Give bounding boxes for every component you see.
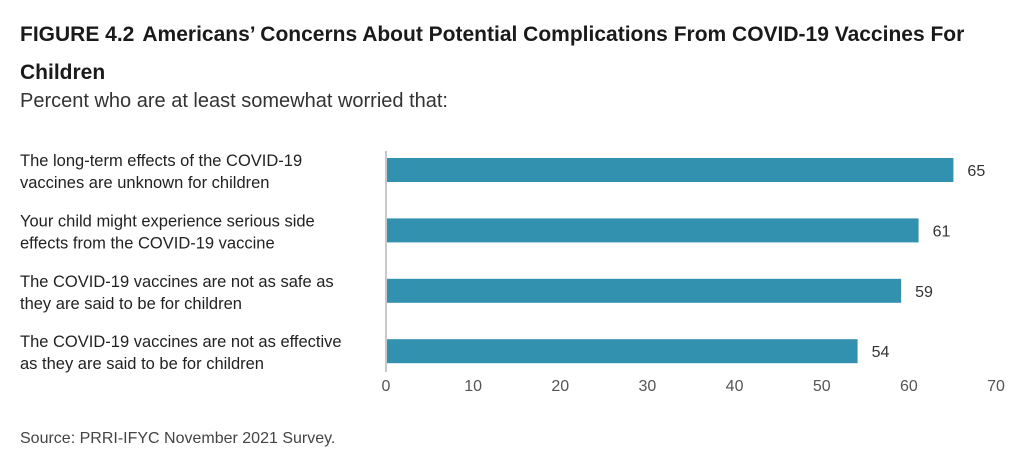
chart-title: FIGURE 4.2 Americans’ Concerns About Pote… [20, 16, 1020, 92]
x-tick-label-40: 40 [726, 378, 744, 395]
x-tick-label-20: 20 [551, 378, 569, 395]
source-note: Source: PRRI-IFYC November 2021 Survey. [20, 430, 336, 447]
bar-2 [387, 218, 919, 243]
value-label-2: 61 [933, 223, 951, 240]
category-label-1-line-2: vaccines are unknown for children [20, 174, 269, 192]
category-label-2-line-2: effects from the COVID-19 vaccine [20, 234, 275, 252]
chart-subtitle: Percent who are at least somewhat worrie… [20, 90, 448, 112]
value-label-4: 54 [872, 344, 890, 361]
bar-4 [387, 339, 858, 364]
x-tick-label-60: 60 [900, 378, 918, 395]
category-label-4-line-2: as they are said to be for children [20, 355, 264, 373]
title-text: Americans’ Concerns About Potential Comp… [20, 23, 965, 84]
value-label-3: 59 [915, 284, 933, 301]
x-tick-label-0: 0 [382, 378, 391, 395]
x-tick-label-50: 50 [813, 378, 831, 395]
figure-label: FIGURE 4.2 [20, 23, 135, 46]
category-label-1-line-1: The long-term effects of the COVID-19 [20, 152, 302, 170]
category-label-4-line-1: The COVID-19 vaccines are not as effecti… [20, 333, 342, 351]
x-tick-label-70: 70 [987, 378, 1005, 395]
bar-3 [387, 278, 902, 303]
category-label-2-line-1: Your child might experience serious side [20, 212, 315, 230]
category-label-3-line-1: The COVID-19 vaccines are not as safe as [20, 273, 334, 291]
value-label-1: 65 [967, 163, 985, 180]
bar-1 [387, 158, 954, 182]
x-tick-label-10: 10 [464, 378, 482, 395]
category-label-3-line-2: they are said to be for children [20, 295, 242, 313]
x-tick-label-30: 30 [639, 378, 657, 395]
